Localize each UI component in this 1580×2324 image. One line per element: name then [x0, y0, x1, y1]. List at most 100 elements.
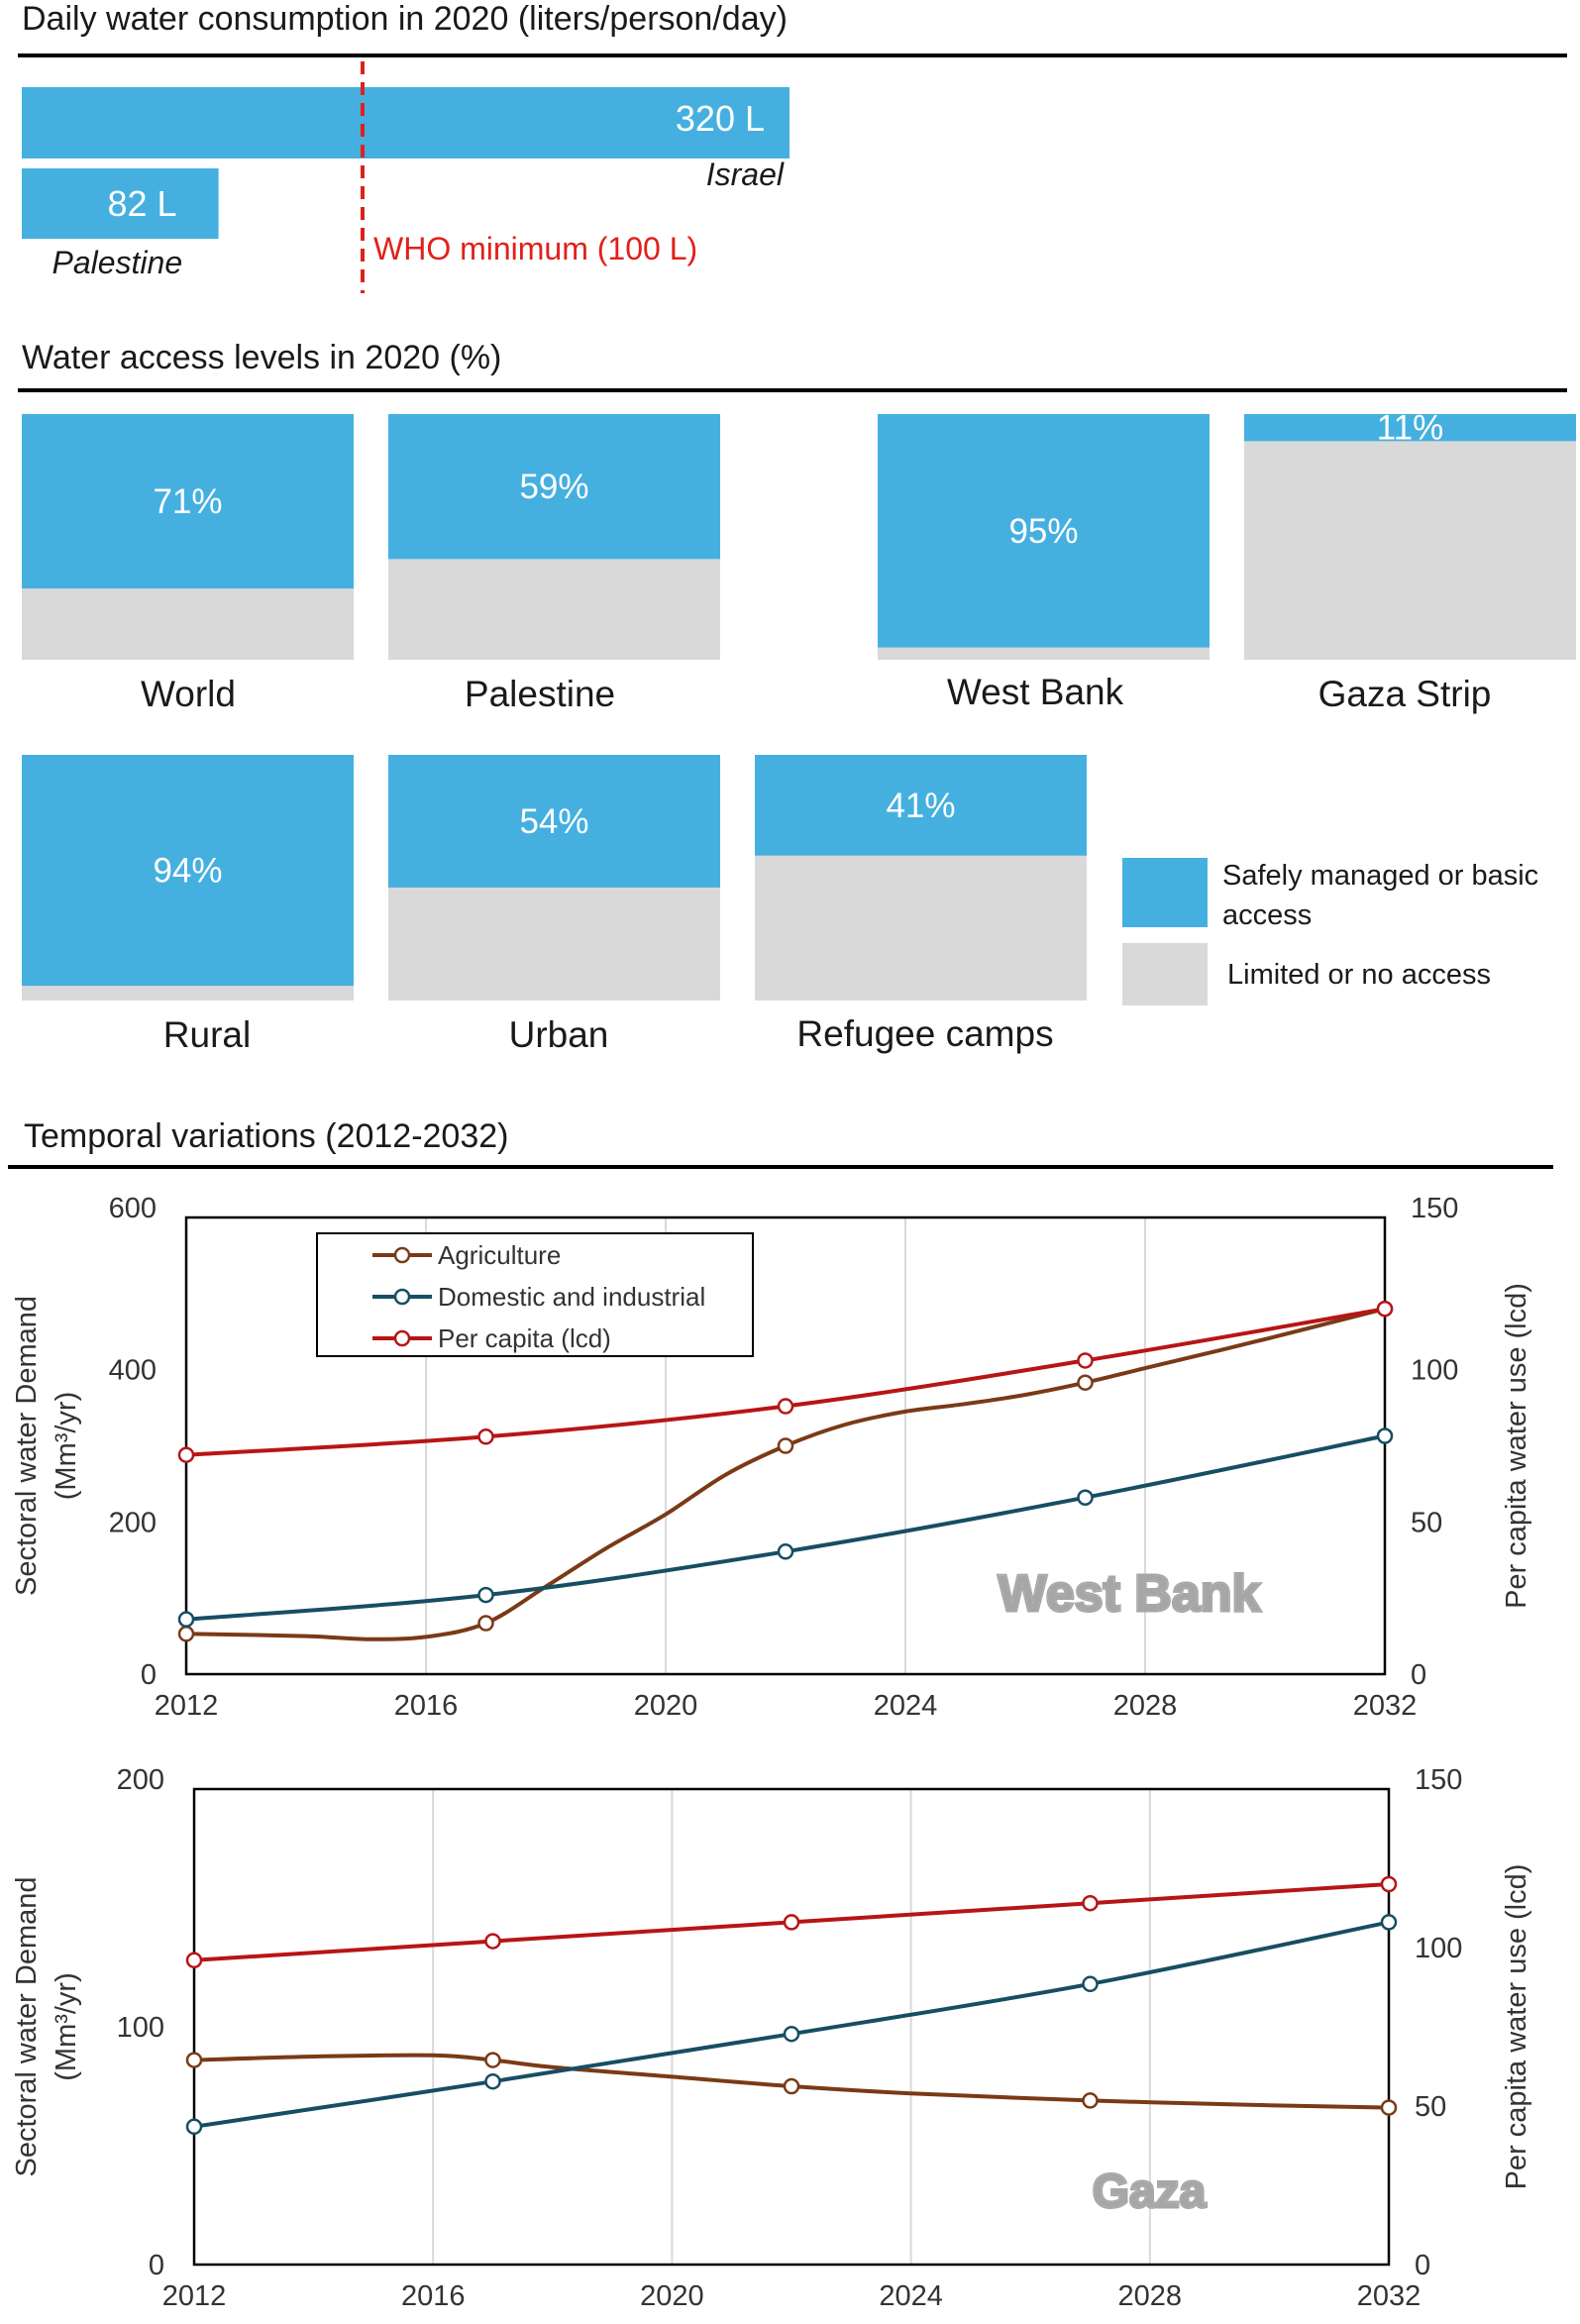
west-bank-point-domestic-and-industrial-2027: [1077, 1489, 1094, 1506]
gaza-y2tick-0: 0: [1415, 2250, 1430, 2281]
gaza-xtick-2016: 2016: [401, 2280, 466, 2312]
gaza-ytick-0: 0: [149, 2250, 164, 2281]
gaza-point-per-capita-lcd-2017: [484, 1933, 501, 1950]
west-bank-y2tick-50: 50: [1411, 1507, 1442, 1538]
access-safe-refugee-camps: [755, 755, 1087, 856]
access-label-urban: Urban: [509, 1014, 609, 1055]
access-value-world: 71%: [153, 482, 222, 521]
gaza-plot-frame: [192, 1787, 1391, 2267]
west-bank-xtick-2024: 2024: [874, 1690, 938, 1722]
gaza-line-agriculture: [193, 2053, 1390, 2110]
gaza-ytick-200: 200: [117, 1764, 164, 1796]
west-bank-point-per-capita-lcd-2027: [1077, 1352, 1094, 1369]
gaza-point-domestic-and-industrial-2017: [484, 2072, 501, 2090]
access-legend: Safely managed or basic access Limited o…: [1122, 858, 1538, 1005]
access-panel-urban: 54% Urban: [388, 755, 720, 1055]
west-bank-xtick-2012: 2012: [155, 1690, 219, 1722]
gaza-line-domestic-and-industrial: [193, 1920, 1390, 2129]
west-bank-ytick-400: 400: [109, 1355, 157, 1387]
access-label-palestine: Palestine: [465, 674, 615, 714]
gaza-xtick-2020: 2020: [640, 2280, 704, 2312]
access-value-gaza-strip: 11%: [1377, 409, 1443, 448]
access-label-refugee-camps: Refugee camps: [796, 1013, 1053, 1054]
legend-safe-swatch: [1122, 858, 1208, 927]
west-bank-ylabel: Sectoral water Demand: [11, 1296, 43, 1596]
west-bank-watermark-fill: West Bank: [999, 1565, 1261, 1623]
access-panel-west-bank: 95% West Bank: [878, 414, 1210, 712]
west-bank-xtick-2028: 2028: [1113, 1690, 1178, 1722]
access-section: Water access levels in 2020 (%) 71% World…: [18, 339, 1576, 1055]
access-panel-palestine: 59% Palestine: [388, 414, 720, 714]
access-limited-gaza-strip: [1244, 414, 1576, 660]
access-safe-urban: [388, 755, 720, 888]
access-value-palestine: 59%: [519, 468, 588, 506]
palestine-bar-value: 82 L: [108, 183, 177, 224]
access-value-rural: 94%: [153, 852, 222, 891]
gaza-point-per-capita-lcd-2027: [1082, 1894, 1099, 1912]
west-bank-ytick-200: 200: [109, 1507, 157, 1538]
gaza-xtick-2028: 2028: [1118, 2280, 1183, 2312]
west-bank-point-per-capita-lcd-2022: [777, 1398, 794, 1415]
access-safe-palestine: [388, 414, 720, 560]
gaza-point-agriculture-2022: [783, 2077, 800, 2095]
access-safe-gaza-strip: [1244, 414, 1576, 442]
gaza-point-agriculture-2012: [185, 2052, 203, 2068]
gaza-watermark-title: Gaza: [1093, 2166, 1207, 2218]
west-bank-point-domestic-and-industrial-2022: [777, 1543, 794, 1560]
west-bank-legend-label-per-capita-lcd: Per capita (lcd): [438, 1323, 611, 1353]
access-panel-refugee-camps: 41% Refugee camps: [755, 755, 1087, 1054]
west-bank-point-domestic-and-industrial-2012: [177, 1611, 195, 1628]
gaza-point-per-capita-lcd-2022: [783, 1914, 800, 1931]
west-bank-point-agriculture-2027: [1077, 1374, 1094, 1391]
west-bank-y2tick-0: 0: [1411, 1659, 1426, 1691]
gaza-point-per-capita-lcd-2012: [185, 1952, 203, 1969]
access-value-urban: 54%: [519, 802, 588, 841]
gaza-point-agriculture-2032: [1380, 2099, 1398, 2116]
gaza-xtick-2024: 2024: [879, 2280, 943, 2312]
west-bank-y2tick-150: 150: [1411, 1193, 1458, 1224]
gaza-point-domestic-and-industrial-2012: [185, 2118, 203, 2136]
west-bank-watermark-title: West Bank: [999, 1565, 1261, 1623]
gaza-watermark-fill: Gaza: [1093, 2166, 1207, 2218]
west-bank-point-domestic-and-industrial-2032: [1376, 1427, 1394, 1444]
gaza-point-agriculture-2017: [484, 2052, 501, 2068]
west-bank-y2tick-100: 100: [1411, 1355, 1458, 1387]
who-minimum-label: WHO minimum (100 L): [373, 231, 697, 266]
gaza-point-domestic-and-industrial-2032: [1380, 1914, 1398, 1931]
gaza-point-domestic-and-industrial-2027: [1082, 1975, 1099, 1993]
access-label-world: World: [141, 674, 236, 714]
west-bank-chart: 2012 2016 2020 2024 2028 20320200400600050100…: [11, 1193, 1532, 1722]
west-bank-y2label: Per capita water use (lcd): [1501, 1283, 1532, 1609]
palestine-label: Palestine: [52, 245, 182, 280]
west-bank-ylabel-unit: (Mm³/yr): [51, 1392, 82, 1501]
west-bank-point-domestic-and-industrial-2017: [477, 1586, 494, 1604]
gaza-xtick-2012: 2012: [162, 2280, 227, 2312]
access-label-rural: Rural: [163, 1014, 251, 1055]
israel-label: Israel: [706, 157, 785, 192]
west-bank-legend-marker-agriculture: [393, 1246, 411, 1264]
legend-limited-label: Limited or no access: [1227, 959, 1491, 991]
consumption-title: Daily water consumption in 2020 (liters/…: [22, 0, 788, 38]
west-bank-legend-marker-per-capita-lcd: [393, 1329, 411, 1347]
temporal-section: Temporal variations (2012-2032) 2012 2016…: [8, 1117, 1553, 2312]
gaza-ylabel-unit: (Mm³/yr): [51, 1972, 82, 2081]
gaza-y2tick-150: 150: [1415, 1764, 1462, 1796]
west-bank-point-per-capita-lcd-2017: [477, 1428, 494, 1445]
gaza-y2tick-100: 100: [1415, 1933, 1462, 1964]
gaza-y2tick-50: 50: [1415, 2091, 1446, 2123]
access-safe-world: [22, 414, 354, 589]
gaza-chart: 2012 2016 2020 2024 2028 20320100200050100150…: [11, 1764, 1532, 2312]
temporal-title: Temporal variations (2012-2032): [24, 1117, 508, 1155]
access-label-west-bank: West Bank: [947, 672, 1124, 712]
west-bank-legend-label-domestic-and-industrial: Domestic and industrial: [438, 1282, 705, 1312]
west-bank-xtick-2016: 2016: [394, 1690, 459, 1722]
access-safe-west-bank: [878, 414, 1210, 648]
israel-bar: [22, 87, 790, 158]
access-panels: 71% World 59% Palestine 95% West Bank 11% Gaza …: [22, 409, 1576, 1055]
west-bank-point-agriculture-2017: [477, 1615, 494, 1632]
access-label-gaza-strip: Gaza Strip: [1318, 674, 1492, 714]
west-bank-ytick-600: 600: [109, 1193, 157, 1224]
west-bank-plot-frame: [184, 1215, 1387, 1676]
access-value-west-bank: 95%: [1008, 512, 1078, 551]
